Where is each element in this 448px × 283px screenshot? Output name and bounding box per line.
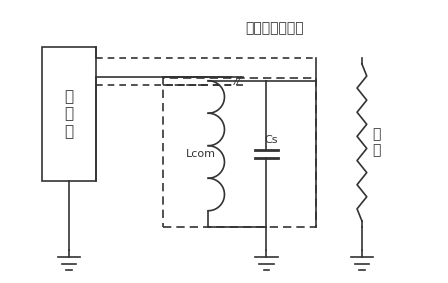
Text: //: // (233, 76, 241, 86)
Text: 电
流
源: 电 流 源 (65, 89, 73, 139)
Bar (163, 78, 316, 227)
Bar (42, 47, 96, 181)
Text: Lcom: Lcom (186, 149, 216, 159)
Text: 电流源输出通道: 电流源输出通道 (246, 21, 304, 35)
Text: 负
载: 负 载 (372, 127, 380, 158)
Text: Cs: Cs (264, 135, 278, 145)
